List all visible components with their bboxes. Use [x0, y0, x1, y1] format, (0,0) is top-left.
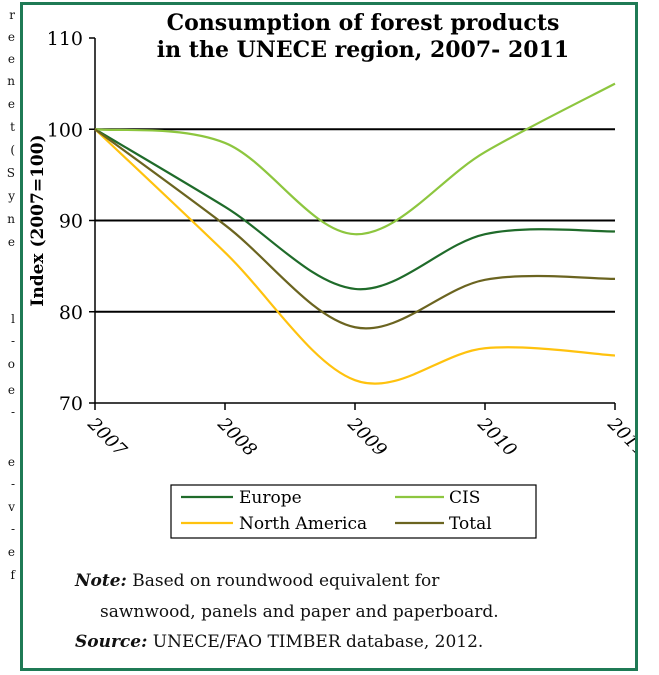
- legend-label: Total: [449, 514, 492, 534]
- page-strip-char: r: [9, 8, 15, 22]
- x-tick-label: 2011: [603, 413, 635, 461]
- legend-box: [170, 484, 537, 539]
- note-line-2: sawnwood, panels and paper and paperboar…: [100, 602, 499, 622]
- chart-title-line: in the UNECE region, 2007- 2011: [157, 37, 569, 63]
- page-strip-char: e: [7, 52, 15, 66]
- y-axis-label: Index (2007=100): [28, 134, 48, 306]
- page-strip-char: e: [7, 383, 15, 397]
- legend-label: North America: [239, 514, 367, 534]
- x-tick-label: 2009: [343, 413, 391, 461]
- page-strip-char: e: [7, 545, 15, 559]
- page-strip-char: n: [7, 74, 15, 88]
- page-strip-char: -: [10, 334, 15, 348]
- y-tick-label: 100: [47, 119, 83, 141]
- legend-label: Europe: [239, 488, 302, 508]
- series-line-cis: [94, 82, 616, 236]
- page-strip-char: e: [7, 30, 15, 44]
- line-chart: 70 80 90 100 110 2007 2008 2009 2010 2011 Index (2…: [28, 5, 635, 539]
- page-strip-char: e: [7, 455, 15, 469]
- note-label: Note:: [75, 571, 127, 591]
- series-line-north-america: [94, 128, 616, 385]
- x-tick-label: 2008: [213, 413, 261, 461]
- source-label: Source:: [75, 632, 148, 652]
- page-strip-char: -: [10, 405, 15, 419]
- y-tick-label: 110: [47, 28, 83, 50]
- page-strip-char: n: [7, 212, 15, 226]
- y-tick-label: 80: [59, 302, 83, 324]
- series-line-europe: [94, 128, 616, 291]
- note-text-1: Based on roundwood equivalent for: [132, 571, 440, 591]
- figure-frame: 70 80 90 100 110 2007 2008 2009 2010 2011 Index (2…: [20, 2, 638, 671]
- page-strip-char: y: [8, 189, 15, 203]
- page-strip-char: S: [6, 166, 15, 180]
- page-strip-char: l: [11, 312, 15, 326]
- source-line: Source: UNECE/FAO TIMBER database, 2012.: [75, 632, 483, 652]
- page-strip-char: -: [10, 522, 15, 536]
- y-tick-label: 70: [59, 393, 83, 415]
- page-strip-char: o: [7, 357, 15, 371]
- page-strip-char: -: [10, 477, 15, 491]
- x-tick-label: 2010: [473, 413, 521, 461]
- page-strip-char: e: [7, 235, 15, 249]
- page-strip-char: (: [10, 143, 15, 157]
- page-strip-char: t: [10, 120, 15, 134]
- chart-title-line: Consumption of forest products: [167, 10, 560, 36]
- series-line-total: [94, 128, 616, 330]
- legend-label: CIS: [449, 488, 480, 508]
- page-strip-char: v: [8, 500, 15, 514]
- page-strip-char: e: [7, 97, 15, 111]
- source-text: UNECE/FAO TIMBER database, 2012.: [152, 632, 484, 652]
- page-strip-char: f: [10, 568, 15, 582]
- note-line-1: Note: Based on roundwood equivalent for: [75, 571, 439, 591]
- title-background: [135, 5, 601, 69]
- x-tick-label: 2007: [83, 413, 131, 461]
- y-tick-label: 90: [59, 211, 83, 233]
